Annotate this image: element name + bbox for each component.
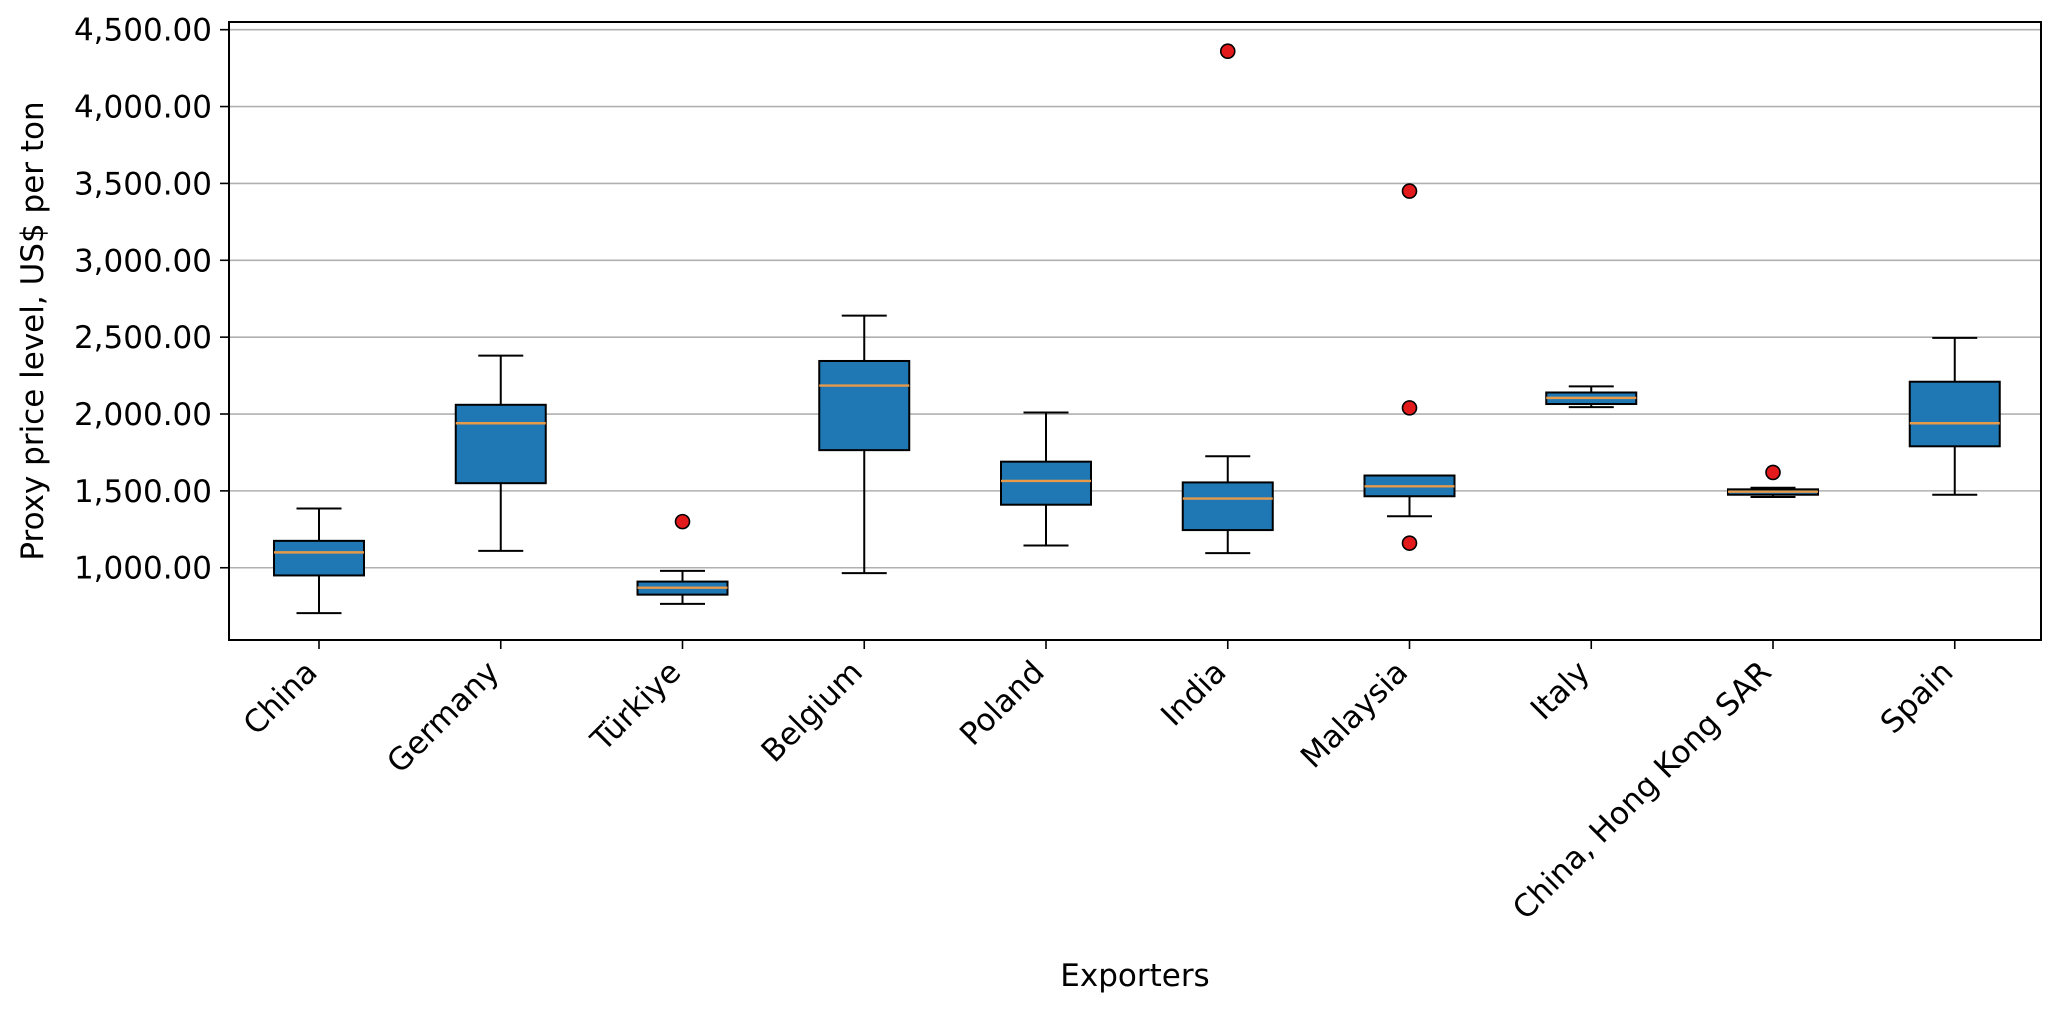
box: [1181, 481, 1274, 532]
x-tick-label: Italy: [1524, 654, 1597, 727]
box-group: [454, 354, 547, 552]
x-tick-label: China: [237, 654, 325, 742]
y-tick-label: 2,000.00: [74, 397, 212, 433]
x-axis-ticks: China Germany Türkiye Belgium Poland India Mal…: [237, 640, 1961, 927]
x-tick-label: Germany: [380, 654, 506, 780]
box: [273, 539, 365, 577]
y-tick-label: 3,000.00: [74, 243, 212, 279]
y-axis-ticks: 1,000.00 1,500.00 2,000.00 2,500.00 3,000.00…: [74, 13, 229, 587]
outlier-point: [674, 513, 691, 530]
box: [1000, 460, 1092, 506]
y-tick-label: 4,000.00: [74, 90, 212, 126]
box-group: [636, 513, 729, 605]
box-group: [1181, 43, 1274, 555]
box-group: [1908, 336, 2001, 496]
box: [1908, 380, 2001, 448]
box-group: [1727, 464, 1819, 499]
box: [454, 403, 547, 485]
y-tick-label: 4,500.00: [74, 13, 212, 49]
y-tick-label: 3,500.00: [74, 166, 212, 202]
box-group: [1363, 183, 1456, 551]
x-axis-label: Exporters: [1060, 958, 1209, 994]
y-tick-label: 1,500.00: [74, 474, 212, 510]
x-tick-label: Poland: [953, 654, 1052, 753]
x-tick-label: Türkiye: [583, 654, 688, 759]
x-tick-label: Belgium: [755, 654, 870, 769]
y-axis-label: Proxy price level, US$ per ton: [15, 101, 51, 560]
outlier-point: [1765, 464, 1781, 481]
y-tick-label: 2,500.00: [74, 320, 212, 356]
x-tick-label: Spain: [1874, 654, 1961, 741]
outlier-point: [1219, 43, 1236, 60]
outlier-point: [1401, 535, 1418, 551]
box: [818, 359, 911, 452]
box-group: [1545, 385, 1638, 409]
box-group: [1000, 411, 1092, 547]
plot-area-frame: [228, 21, 2042, 641]
box-group: [818, 314, 911, 575]
boxes: [273, 43, 2001, 615]
x-tick-label: Malaysia: [1294, 654, 1415, 775]
y-tick-label: 1,000.00: [74, 551, 212, 587]
box-group: [273, 507, 365, 615]
outlier-point: [1401, 400, 1418, 416]
outlier-point: [1401, 183, 1418, 199]
x-tick-label: India: [1154, 654, 1233, 733]
